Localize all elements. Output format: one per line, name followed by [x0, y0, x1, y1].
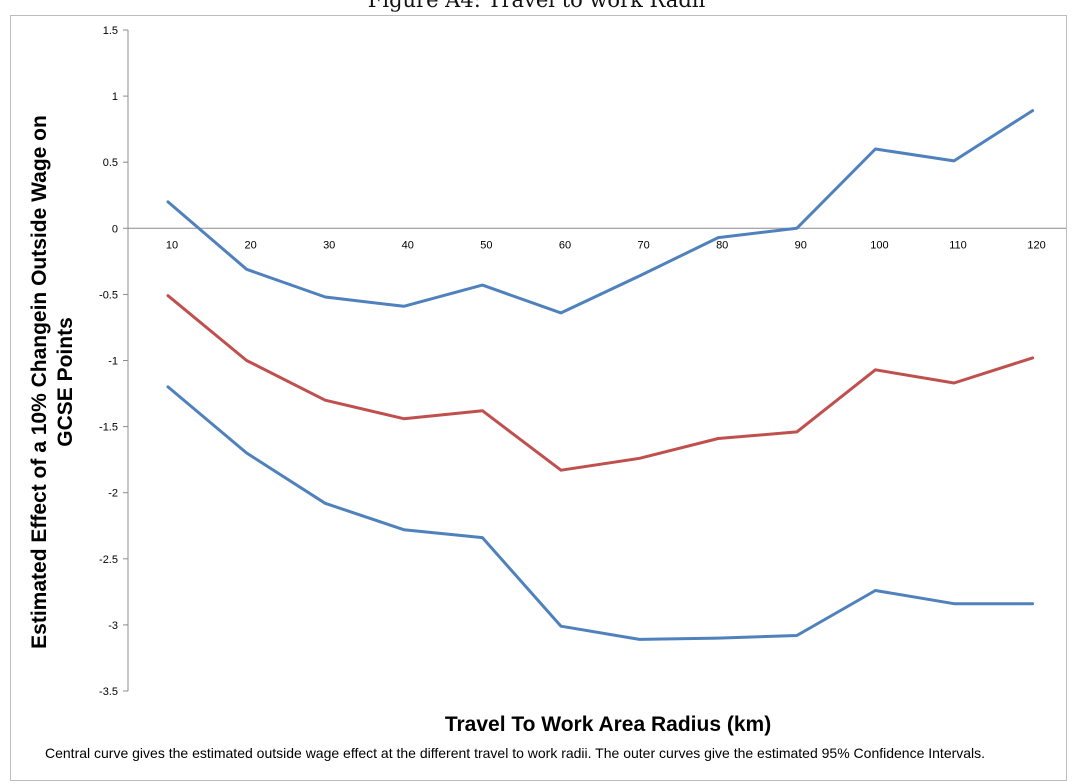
figure-title: Figure A4: Travel to work Radii	[367, 0, 706, 12]
y-tick-label: -3.5	[99, 686, 118, 698]
estimate-line	[166, 294, 1035, 472]
x-tick-label: 20	[244, 239, 256, 251]
x-tick-label: 10	[166, 239, 178, 251]
x-tick-label: 120	[1027, 239, 1045, 251]
x-tick-label: 60	[559, 239, 571, 251]
x-axis-title: Travel To Work Area Radius (km)	[444, 713, 772, 736]
x-tick-label: 110	[949, 239, 967, 251]
y-tick-label: 0	[112, 223, 118, 235]
x-tick-label: 80	[716, 239, 728, 251]
lower-ci-line	[166, 385, 1035, 641]
x-tick-label: 50	[480, 239, 492, 251]
y-tick-label: -1.5	[99, 422, 118, 434]
y-axis-title: Estimated Effect of a 10% Changein Outsi…	[27, 82, 79, 682]
axes	[123, 29, 1066, 692]
series-layer	[166, 109, 1035, 641]
y-tick-label: -0.5	[99, 289, 118, 301]
y-axis-title-line-1: Estimated Effect of a 10% Changein Outsi…	[28, 115, 51, 649]
tick-labels: 1.5 1 0.5 0 -0.5 -1 -1.5 -2 -2.5 -3 -3.5 10 20 30 40 50…	[99, 25, 1046, 698]
y-tick-label: 1	[112, 91, 118, 103]
upper-ci-line	[166, 109, 1035, 315]
line-chart: 1.5 1 0.5 0 -0.5 -1 -1.5 -2 -2.5 -3 -3.5 10 20 30 40 50…	[99, 25, 1066, 698]
y-axis-title-line-2: GCSE Points	[54, 317, 77, 447]
x-tick-label: 100	[870, 239, 888, 251]
y-tick-label: -1	[108, 356, 118, 368]
y-tick-label: -2	[108, 488, 118, 500]
y-tick-label: -3	[108, 620, 118, 632]
x-tick-label: 40	[402, 239, 414, 251]
x-tick-label: 30	[323, 239, 335, 251]
chart-frame: 1.5 1 0.5 0 -0.5 -1 -1.5 -2 -2.5 -3 -3.5 10 20 30 40 50…	[10, 15, 1067, 781]
x-tick-label: 90	[795, 239, 807, 251]
y-tick-label: -2.5	[99, 554, 118, 566]
y-tick-label: 1.5	[103, 25, 118, 37]
y-tick-label: 0.5	[103, 157, 118, 169]
x-tick-label: 70	[637, 239, 649, 251]
figure-caption: Central curve gives the estimated outsid…	[45, 745, 986, 761]
